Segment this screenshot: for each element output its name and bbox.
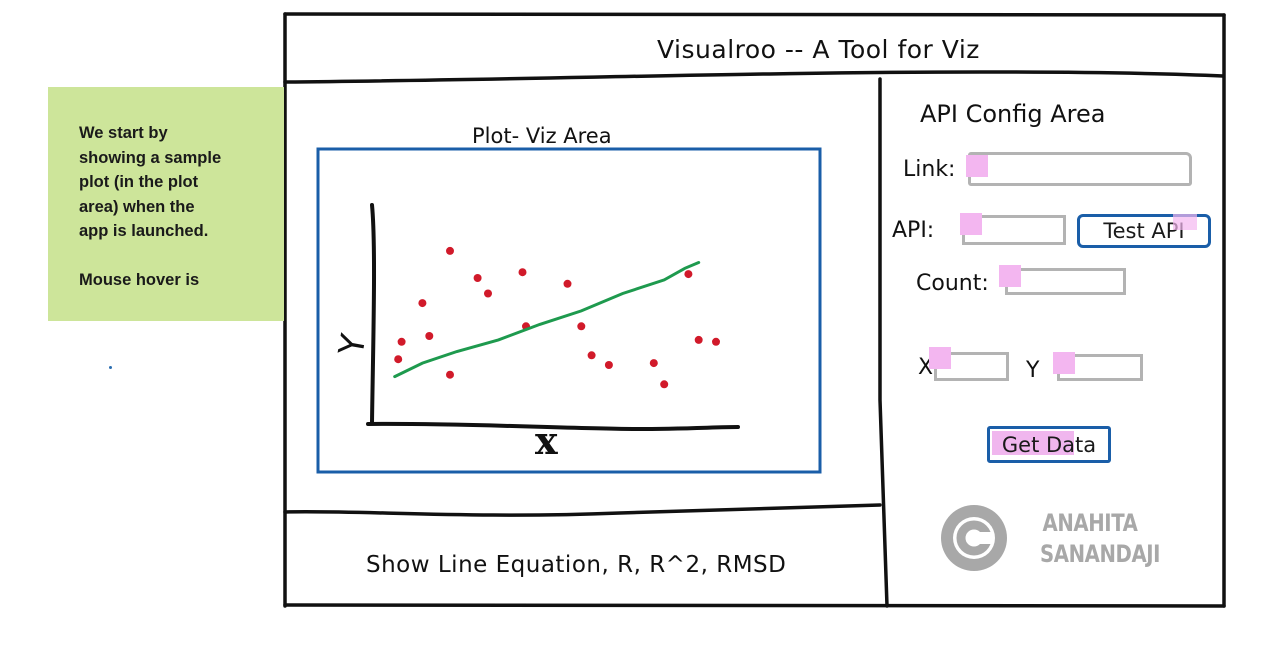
y-axis-label: Y	[331, 331, 374, 360]
line-stats-text: Show Line Equation, R, R^2, RMSD	[366, 552, 787, 578]
scatter-point[interactable]	[418, 299, 427, 308]
note-paragraph-1: We start by showing a sample plot (in th…	[79, 124, 222, 240]
scatter-point[interactable]	[649, 359, 658, 368]
stray-dot	[109, 366, 112, 369]
count-focus-marker	[999, 265, 1021, 287]
scatter-point[interactable]	[604, 361, 613, 369]
plot-area-title: Plot- Viz Area	[472, 124, 612, 148]
count-label: Count:	[916, 271, 989, 296]
watermark-text: ANAHITA SANANDAJI	[1040, 509, 1161, 568]
scatter-point[interactable]	[587, 351, 596, 360]
scatter-point[interactable]	[446, 370, 454, 379]
scatter-point[interactable]	[425, 332, 434, 340]
x-axis-label: x	[535, 418, 558, 463]
link-focus-marker	[966, 155, 988, 177]
api-config-title: API Config Area	[920, 100, 1106, 128]
scatter-point[interactable]	[446, 246, 454, 255]
y-axis-line	[370, 203, 377, 425]
api-label: API:	[892, 218, 935, 243]
scatter-point[interactable]	[397, 337, 406, 346]
copyright-icon	[941, 505, 1007, 571]
x-axis-line	[366, 421, 740, 432]
y-column-label: Y	[1026, 358, 1040, 383]
scatter-point[interactable]	[712, 337, 720, 346]
scatter-point[interactable]	[394, 355, 403, 364]
y-focus-marker	[1053, 352, 1075, 374]
scatter-point[interactable]	[473, 274, 482, 282]
link-label: Link:	[903, 157, 956, 182]
scatter-point[interactable]	[563, 279, 572, 288]
scatter-point[interactable]	[484, 289, 492, 298]
plot-frame	[316, 147, 822, 474]
test-api-button[interactable]: Test API	[1077, 214, 1211, 248]
api-focus-marker	[960, 213, 982, 235]
note-paragraph-2: Mouse hover is	[79, 270, 200, 289]
scatter-points-layer	[394, 246, 720, 389]
scatter-point[interactable]	[694, 335, 703, 344]
link-input[interactable]	[968, 152, 1192, 186]
scatter-point[interactable]	[684, 270, 693, 279]
plot-area[interactable]: Y x	[316, 147, 822, 474]
app-title: Visualroo -- A Tool for Viz	[657, 35, 980, 64]
scatter-point[interactable]	[660, 380, 669, 389]
annotation-sticky-note: We start by showing a sample plot (in th…	[48, 87, 284, 321]
trend-line	[393, 261, 701, 379]
scatter-point[interactable]	[518, 268, 527, 277]
test-api-focus-marker	[1173, 214, 1197, 230]
x-focus-marker	[929, 347, 951, 369]
get-data-button[interactable]: Get Data	[987, 426, 1111, 463]
count-input[interactable]	[1005, 268, 1126, 295]
scatter-point[interactable]	[577, 322, 586, 331]
